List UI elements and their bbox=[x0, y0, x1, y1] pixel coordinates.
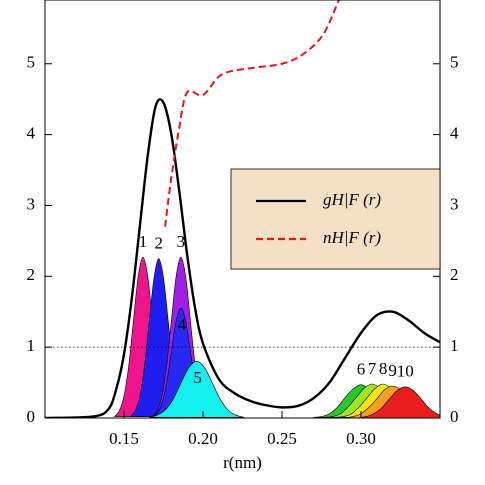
y2-tick-label: 3 bbox=[450, 194, 459, 213]
x-tick-label: 0.25 bbox=[267, 429, 297, 448]
legend-label: nH|F (r) bbox=[323, 228, 381, 247]
peak-label: 9 bbox=[388, 361, 397, 380]
peak-area bbox=[149, 361, 245, 418]
y-tick-label: 5 bbox=[27, 53, 36, 72]
peak-label: 3 bbox=[177, 232, 186, 251]
series-line bbox=[45, 98, 440, 418]
peak-label: 5 bbox=[193, 368, 202, 387]
y2-tick-label: 1 bbox=[450, 336, 459, 355]
legend-label: gH|F (r) bbox=[323, 190, 381, 209]
x-tick-label: 0.30 bbox=[346, 429, 376, 448]
x-axis-label: r(nm) bbox=[223, 453, 262, 472]
axes: 1 2 345 6 7 8 9 100 01 12 23 34 45 50.15 0.20 0.25 0.30r… bbox=[27, 0, 459, 472]
y-tick-label: 0 bbox=[27, 407, 36, 426]
y-tick-label: 1 bbox=[27, 336, 36, 355]
peak-label: 7 bbox=[368, 359, 377, 378]
y2-tick-label: 2 bbox=[450, 265, 459, 284]
y-tick-label: 3 bbox=[27, 194, 36, 213]
peak-label: 8 bbox=[379, 359, 388, 378]
peak-label: 1 bbox=[139, 232, 148, 251]
y2-tick-label: 4 bbox=[450, 124, 459, 143]
legend-box bbox=[230, 168, 441, 270]
peak-label: 6 bbox=[357, 360, 366, 379]
y2-tick-label: 5 bbox=[450, 53, 459, 72]
y-tick-label: 4 bbox=[27, 124, 36, 143]
x-tick-label: 0.20 bbox=[188, 429, 218, 448]
plot-area bbox=[45, 0, 440, 418]
x-tick-label: 0.15 bbox=[109, 429, 139, 448]
y2-tick-label: 0 bbox=[450, 407, 459, 426]
peak-label: 2 bbox=[155, 233, 164, 252]
y-tick-label: 2 bbox=[27, 265, 36, 284]
peak-label: 10 bbox=[397, 362, 414, 381]
peak-area bbox=[357, 386, 440, 418]
series-line bbox=[164, 0, 340, 227]
peak-label: 4 bbox=[178, 315, 187, 334]
